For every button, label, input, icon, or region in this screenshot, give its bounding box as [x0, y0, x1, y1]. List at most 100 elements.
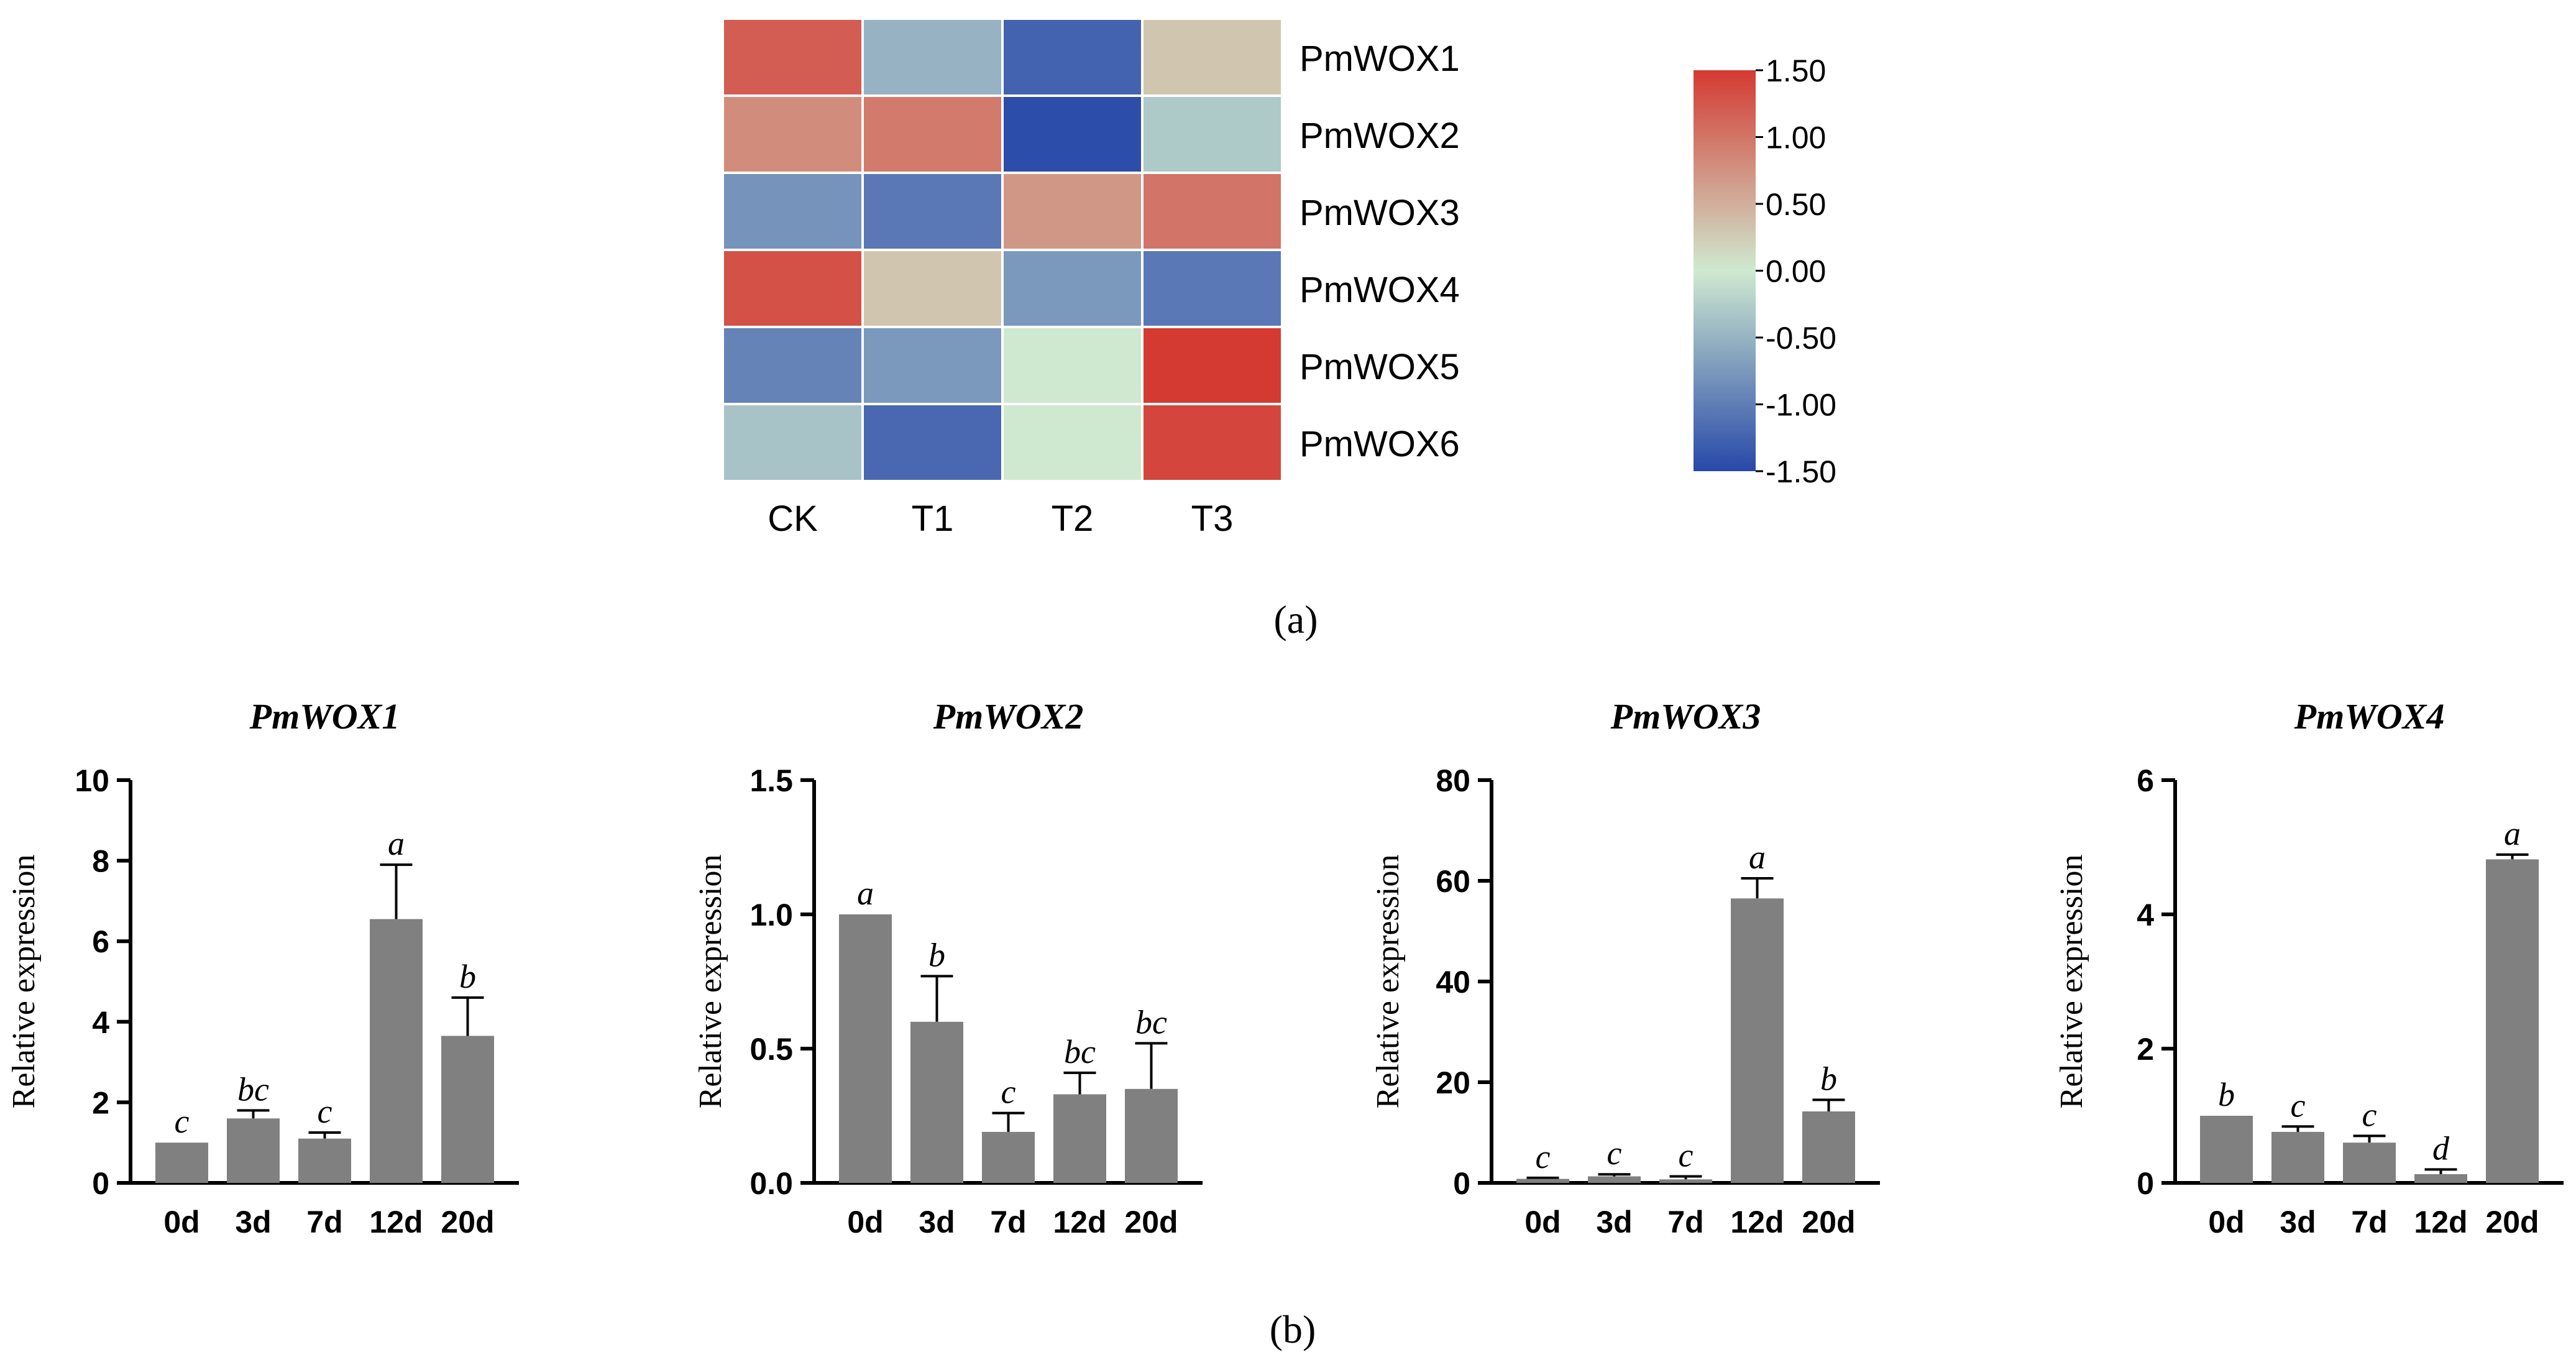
- heatmap-row-label: PmWOX4: [1299, 270, 1460, 310]
- significance-letter: b: [1820, 1060, 1837, 1097]
- heatmap-cell: [722, 172, 864, 251]
- significance-letter: c: [2362, 1096, 2377, 1133]
- chart-title: PmWOX2: [933, 696, 1084, 737]
- y-tick-label: 20: [1436, 1065, 1470, 1100]
- x-tick-label: 7d: [306, 1205, 342, 1239]
- y-tick-label: 4: [92, 1005, 109, 1040]
- y-tick-label: 0.0: [749, 1166, 793, 1201]
- x-tick-label: 20d: [1124, 1205, 1178, 1239]
- x-tick-label: 7d: [2351, 1205, 2387, 1239]
- heatmap-col-label: T2: [1052, 499, 1094, 539]
- significance-letter: a: [1749, 839, 1766, 876]
- y-tick-label: 1.0: [749, 898, 793, 932]
- heatmap-cell: [722, 403, 864, 482]
- x-tick-label: 20d: [1802, 1205, 1855, 1239]
- bar: [2486, 859, 2539, 1183]
- bar: [1588, 1176, 1641, 1183]
- y-tick-label: 60: [1436, 864, 1470, 899]
- significance-letter: a: [388, 825, 405, 862]
- heatmap-cell: [722, 17, 864, 97]
- heatmap-col-label: CK: [768, 499, 818, 539]
- heatmap-cell: [1001, 17, 1144, 97]
- significance-letter: bc: [1135, 1003, 1167, 1041]
- heatmap-cell: [861, 249, 1004, 328]
- bar: [2414, 1174, 2467, 1183]
- bar: [1516, 1179, 1569, 1183]
- y-tick-label: 80: [1436, 763, 1470, 798]
- legend-tick-label: 1.50: [1766, 53, 1826, 88]
- significance-letter: c: [1001, 1073, 1016, 1111]
- y-axis-label: Relative expression: [6, 855, 42, 1109]
- heatmap-col-label: T1: [912, 499, 954, 539]
- heatmap-cell: [1141, 249, 1283, 328]
- bar-chart-PmWOX3: PmWOX3 0 20 40 60 80 Relative expression c 0d c 3d…: [1370, 696, 1880, 1239]
- bar: [2343, 1142, 2396, 1183]
- significance-letter: bc: [1064, 1033, 1096, 1070]
- significance-letter: b: [2218, 1076, 2235, 1113]
- x-tick-label: 0d: [163, 1205, 199, 1239]
- heatmap-cell: [1001, 326, 1144, 405]
- significance-letter: c: [1679, 1136, 1694, 1174]
- y-tick-label: 10: [75, 763, 109, 798]
- significance-letter: bc: [237, 1070, 269, 1108]
- x-tick-label: 12d: [369, 1205, 423, 1239]
- bar: [2271, 1131, 2324, 1183]
- x-tick-label: 12d: [1730, 1205, 1784, 1239]
- y-tick-label: 2: [92, 1085, 109, 1120]
- bar: [1053, 1094, 1106, 1183]
- heatmap-cell: [1001, 94, 1144, 174]
- x-tick-label: 3d: [919, 1205, 955, 1239]
- heatmap-row-label: PmWOX2: [1299, 116, 1460, 156]
- y-tick-label: 6: [92, 924, 109, 959]
- y-axis-label: Relative expression: [2054, 855, 2089, 1109]
- significance-letter: c: [318, 1093, 332, 1130]
- y-tick-label: 0.5: [749, 1032, 793, 1067]
- heatmap-row-label: PmWOX6: [1299, 424, 1460, 464]
- heatmap-color-legend: 1.50 1.00 0.50 0.00 -0.50 -1.00 -1.50: [1694, 53, 1836, 489]
- significance-letter: c: [175, 1103, 190, 1140]
- x-tick-label: 3d: [235, 1205, 271, 1239]
- legend-tick-label: -0.50: [1766, 321, 1836, 356]
- heatmap-cell: [1001, 249, 1144, 328]
- x-tick-label: 0d: [1524, 1205, 1561, 1239]
- bar: [839, 914, 892, 1183]
- heatmap: PmWOX1 PmWOX2 PmWOX3 PmWOX4 PmWOX5 PmWOX6 CK T1…: [722, 17, 1460, 539]
- x-tick-label: 0d: [2208, 1205, 2244, 1239]
- bar-chart-PmWOX4: PmWOX4 0 2 4 6 Relative expression b 0d c 3d c 7d d 1…: [2054, 696, 2564, 1239]
- significance-letter: c: [1607, 1134, 1622, 1172]
- significance-letter: d: [2432, 1129, 2450, 1167]
- x-tick-label: 20d: [441, 1205, 494, 1239]
- x-tick-label: 7d: [1667, 1205, 1703, 1239]
- heatmap-cell: [1141, 94, 1283, 174]
- y-axis-label: Relative expression: [693, 855, 728, 1109]
- legend-tick-label: 0.50: [1766, 187, 1826, 222]
- heatmap-cell: [1141, 17, 1283, 97]
- significance-letter: a: [2504, 815, 2521, 852]
- panel-label-b: (b): [1270, 1307, 1316, 1351]
- significance-letter: b: [928, 936, 945, 973]
- x-tick-label: 3d: [2280, 1205, 2316, 1239]
- bar: [1802, 1111, 1855, 1183]
- y-tick-label: 0: [1453, 1166, 1470, 1201]
- significance-letter: b: [459, 958, 476, 995]
- y-tick-label: 0: [2137, 1166, 2154, 1201]
- heatmap-cell: [1141, 326, 1283, 405]
- x-tick-label: 12d: [1053, 1205, 1106, 1239]
- y-tick-label: 6: [2137, 763, 2154, 798]
- heatmap-cell: [1001, 172, 1144, 251]
- y-tick-label: 8: [92, 844, 109, 879]
- chart-title: PmWOX3: [1610, 696, 1761, 737]
- y-tick-label: 2: [2137, 1032, 2154, 1067]
- chart-title: PmWOX1: [249, 696, 400, 737]
- legend-tick-label: 1.00: [1766, 121, 1826, 155]
- y-tick-label: 40: [1436, 965, 1470, 1000]
- heatmap-row-label: PmWOX3: [1299, 193, 1460, 233]
- heatmap-cell: [722, 326, 864, 405]
- y-tick-label: 0: [92, 1166, 109, 1201]
- legend-tick-label: 0.00: [1766, 254, 1826, 289]
- heatmap-cell: [1001, 403, 1144, 482]
- x-tick-label: 20d: [2485, 1205, 2539, 1239]
- significance-letter: c: [2291, 1087, 2306, 1124]
